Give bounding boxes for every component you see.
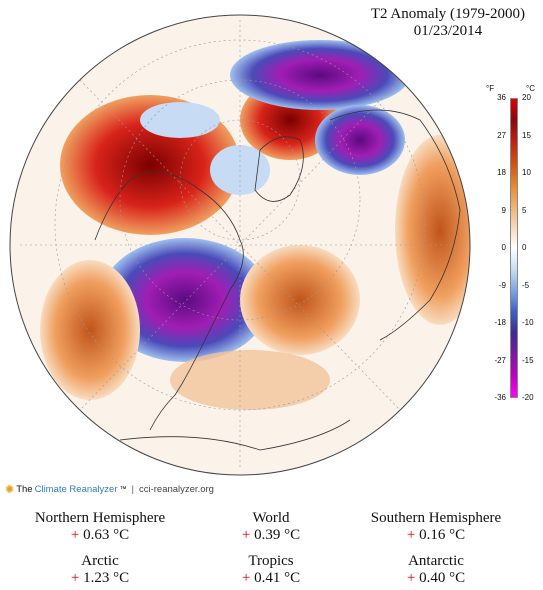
climate-reanalyzer-logo: ✺ The Climate Reanalyzer ™ | cci-reanalyz…: [5, 483, 214, 496]
stat-value: 0.16 °C: [419, 527, 466, 543]
stat-label: Tropics: [248, 553, 294, 569]
logo-brand: Climate Reanalyzer: [34, 484, 118, 495]
logo-prefix: The: [16, 484, 33, 495]
colorbar-tick-f: 0: [501, 243, 506, 252]
graticule: [20, 20, 460, 470]
colorbar-tick-c: 5: [522, 205, 527, 215]
globe-outline: [9, 14, 471, 476]
stat-antarctic: Antarctic + 0.40 °C: [336, 553, 536, 587]
map-date: 01/23/2014: [413, 23, 483, 39]
globe-disc: [10, 15, 470, 475]
stat-value: 1.23 °C: [83, 570, 130, 586]
colorbar-tick-f: 9: [501, 205, 506, 215]
stat-sign: +: [70, 527, 80, 543]
colorbar-tick-f: 36: [497, 93, 506, 102]
colorbar-tick-c: 15: [522, 130, 531, 140]
stat-sign: +: [406, 527, 416, 543]
stat-southern-hemisphere: Southern Hemisphere + 0.16 °C: [336, 510, 536, 544]
colorbar-tick-f: 27: [497, 130, 506, 140]
colorbar-tick-c: -20: [522, 393, 534, 402]
stat-sign: +: [241, 527, 251, 543]
stat-northern-hemisphere: Northern Hemisphere + 0.63 °C: [0, 510, 200, 544]
warm-anomaly-tropics: [170, 350, 330, 410]
stat-value: 0.40 °C: [419, 570, 466, 586]
stat-world: World + 0.39 °C: [171, 510, 371, 544]
map-title-block: T2 Anomaly (1979-2000) 01/23/2014: [371, 6, 525, 40]
stat-sign: +: [406, 570, 416, 586]
cold-anomaly-asia: [315, 105, 405, 175]
colorbar-tick-c: 10: [522, 168, 531, 177]
colorbar-scale: [510, 98, 518, 398]
warm-anomaly-pacific: [40, 260, 140, 400]
stat-label: Southern Hemisphere: [370, 510, 502, 526]
colorbar-tick-f: -27: [494, 355, 506, 365]
warm-anomaly-atlantic: [240, 245, 360, 355]
stat-value: 0.39 °C: [254, 527, 301, 543]
map-title: T2 Anomaly (1979-2000): [370, 6, 525, 22]
stat-tropics: Tropics + 0.41 °C: [171, 553, 371, 587]
colorbar-tick-c: -5: [522, 280, 530, 290]
stat-value: 0.63 °C: [83, 527, 130, 543]
cold-anomaly-north-america: [100, 238, 270, 362]
stat-label: Antarctic: [408, 553, 464, 569]
colorbar-unit-c: °C: [526, 84, 535, 93]
sun-logo-icon: ✺: [5, 484, 15, 496]
colorbar-tick-f: -9: [498, 280, 506, 290]
colorbar-legend: °F °C 36 20 27 15 18 10 9 5 0 0 -9 -5 -18 -10 -27 -15 -3…: [480, 84, 542, 406]
colorbar-tick-f: -18: [494, 318, 506, 327]
stat-arctic: Arctic + 1.23 °C: [0, 553, 200, 587]
colorbar-tick-c: -10: [522, 318, 534, 327]
colorbar-tick-f: -36: [494, 393, 506, 402]
coastlines: [94, 109, 461, 451]
stat-label: Northern Hemisphere: [34, 510, 166, 526]
colorbar-tick-c: 20: [522, 93, 531, 102]
colorbar-tick-f: 18: [497, 168, 506, 177]
colorbar-tick-c: 0: [522, 243, 527, 252]
logo-separator: |: [131, 484, 134, 495]
colorbar-tick-c: -15: [522, 355, 534, 365]
warm-anomaly-europe: [395, 135, 470, 325]
stat-sign: +: [241, 570, 251, 586]
stat-label: World: [252, 510, 290, 526]
logo-trademark: ™: [119, 486, 127, 493]
stat-sign: +: [70, 570, 80, 586]
stat-value: 0.41 °C: [254, 570, 301, 586]
cold-anomaly-siberia: [230, 40, 410, 110]
cool-patch-beaufort: [140, 102, 220, 138]
colorbar-unit-f: °F: [486, 84, 495, 93]
site-url: cci-reanalyzer.org: [138, 484, 214, 495]
stat-label: Arctic: [81, 553, 119, 569]
